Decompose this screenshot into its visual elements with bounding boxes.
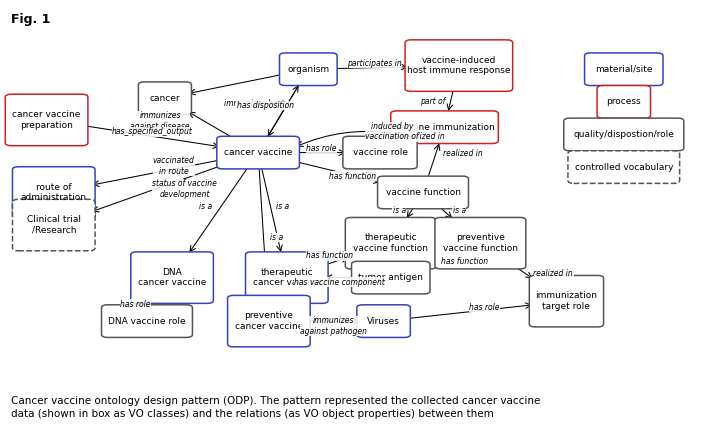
- Text: has disposition: has disposition: [237, 101, 294, 110]
- FancyBboxPatch shape: [405, 40, 513, 91]
- Text: vaccine immunization: vaccine immunization: [394, 123, 495, 132]
- FancyBboxPatch shape: [564, 118, 684, 151]
- Text: controlled vocabulary: controlled vocabulary: [574, 163, 673, 171]
- Text: is a: is a: [199, 202, 212, 211]
- FancyBboxPatch shape: [12, 199, 95, 251]
- Text: realized in: realized in: [405, 132, 445, 141]
- Text: has_specified_output: has_specified_output: [112, 127, 193, 137]
- Text: is a: is a: [270, 233, 282, 242]
- FancyBboxPatch shape: [597, 86, 650, 118]
- Text: route of
administration: route of administration: [21, 183, 87, 202]
- Text: preventive
cancer vaccine: preventive cancer vaccine: [234, 312, 303, 331]
- Text: DNA
cancer vaccine: DNA cancer vaccine: [138, 268, 206, 287]
- Text: Viruses: Viruses: [367, 316, 400, 326]
- Text: preventive
vaccine function: preventive vaccine function: [443, 233, 518, 253]
- FancyBboxPatch shape: [138, 82, 191, 114]
- FancyBboxPatch shape: [391, 111, 498, 144]
- FancyBboxPatch shape: [245, 252, 328, 303]
- FancyBboxPatch shape: [584, 53, 663, 86]
- Text: is a: is a: [452, 206, 466, 215]
- Text: vaccine function: vaccine function: [386, 188, 460, 197]
- FancyBboxPatch shape: [130, 252, 214, 303]
- Text: part of: part of: [420, 97, 445, 106]
- Text: has function: has function: [329, 172, 376, 181]
- Text: status of vaccine
development: status of vaccine development: [152, 179, 217, 198]
- Text: immunization
target role: immunization target role: [536, 291, 597, 311]
- Text: tumor antigen: tumor antigen: [358, 273, 423, 282]
- FancyBboxPatch shape: [343, 136, 417, 169]
- Text: is a: is a: [275, 202, 289, 211]
- Text: Fig. 1: Fig. 1: [11, 13, 50, 26]
- Text: vaccine-induced
host immune response: vaccine-induced host immune response: [407, 56, 511, 75]
- FancyBboxPatch shape: [351, 261, 430, 294]
- FancyBboxPatch shape: [378, 176, 468, 209]
- Text: organism: organism: [288, 65, 329, 74]
- FancyBboxPatch shape: [568, 151, 680, 183]
- Text: induced by
vaccination of: induced by vaccination of: [365, 122, 419, 141]
- Text: therapeutic
vaccine function: therapeutic vaccine function: [353, 233, 428, 253]
- FancyBboxPatch shape: [435, 217, 526, 269]
- Text: immunizes
against disease: immunizes against disease: [130, 111, 190, 131]
- Text: cancer vaccine
preparation: cancer vaccine preparation: [12, 110, 81, 130]
- Text: cancer vaccine: cancer vaccine: [224, 148, 293, 157]
- Text: has role: has role: [120, 300, 151, 309]
- FancyBboxPatch shape: [227, 295, 310, 347]
- Text: process: process: [607, 97, 641, 107]
- FancyBboxPatch shape: [12, 167, 95, 218]
- Text: DNA vaccine role: DNA vaccine role: [108, 316, 186, 326]
- Text: realized in: realized in: [533, 269, 573, 278]
- FancyBboxPatch shape: [280, 53, 337, 86]
- Text: is a: is a: [393, 206, 406, 215]
- Text: vaccinated
in route: vaccinated in route: [153, 156, 195, 175]
- FancyBboxPatch shape: [529, 275, 604, 327]
- Text: vaccine role: vaccine role: [353, 148, 407, 157]
- FancyBboxPatch shape: [5, 94, 88, 146]
- Text: has function: has function: [441, 257, 488, 266]
- Text: has vaccine component: has vaccine component: [295, 278, 385, 287]
- FancyBboxPatch shape: [102, 305, 192, 337]
- Text: material/site: material/site: [595, 65, 652, 74]
- Text: Cancer vaccine ontology design pattern (ODP). The pattern represented the collec: Cancer vaccine ontology design pattern (…: [11, 396, 540, 419]
- FancyBboxPatch shape: [346, 217, 436, 269]
- Text: immunizes host: immunizes host: [224, 99, 285, 108]
- Text: cancer: cancer: [150, 94, 180, 103]
- Text: realized in: realized in: [442, 149, 483, 158]
- Text: has function: has function: [306, 251, 353, 260]
- FancyBboxPatch shape: [217, 136, 300, 169]
- Text: Clinical trial
/Research: Clinical trial /Research: [27, 215, 81, 235]
- Text: therapeutic
cancer vaccine: therapeutic cancer vaccine: [252, 268, 321, 287]
- FancyBboxPatch shape: [357, 305, 410, 337]
- Text: has role: has role: [306, 144, 336, 153]
- Text: immunizes
against pathogen: immunizes against pathogen: [300, 316, 367, 336]
- Text: participates in: participates in: [347, 59, 402, 68]
- Text: has role: has role: [469, 302, 500, 312]
- Text: quality/dispostion/role: quality/dispostion/role: [574, 130, 674, 139]
